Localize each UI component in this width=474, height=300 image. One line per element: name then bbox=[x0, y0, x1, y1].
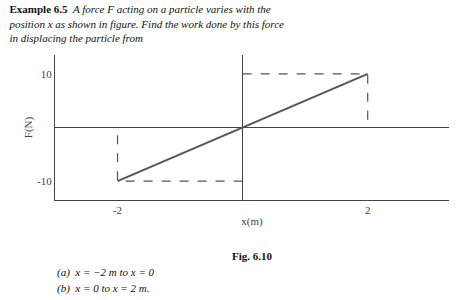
svg-text:-10: -10 bbox=[37, 175, 52, 187]
svg-text:(b) x = 0 to x = 2 m.: (b) x = 0 to x = 2 m. bbox=[57, 282, 149, 295]
svg-text:2: 2 bbox=[365, 204, 371, 216]
svg-text:Example 6.5 A force F acting: Example 6.5 A force F acting on a partic… bbox=[8, 3, 284, 44]
svg-text:x(m): x(m) bbox=[241, 215, 263, 228]
svg-text:Fig. 6.10: Fig. 6.10 bbox=[232, 250, 273, 262]
svg-text:-2: -2 bbox=[113, 204, 122, 216]
svg-text:10: 10 bbox=[41, 68, 53, 80]
svg-text:(a) x = −2 m to x = 0: (a) x = −2 m to x = 0 bbox=[57, 266, 155, 279]
svg-text:F(N): F(N) bbox=[22, 116, 35, 138]
